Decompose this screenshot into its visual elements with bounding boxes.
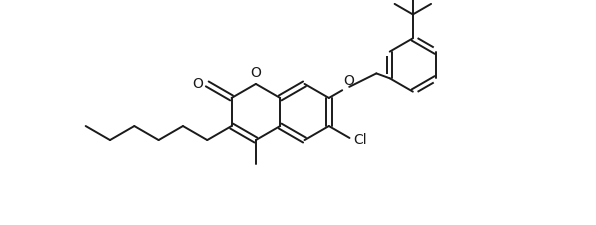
Text: O: O — [250, 65, 261, 79]
Text: O: O — [192, 76, 203, 90]
Text: Cl: Cl — [353, 133, 367, 147]
Text: O: O — [344, 74, 355, 88]
